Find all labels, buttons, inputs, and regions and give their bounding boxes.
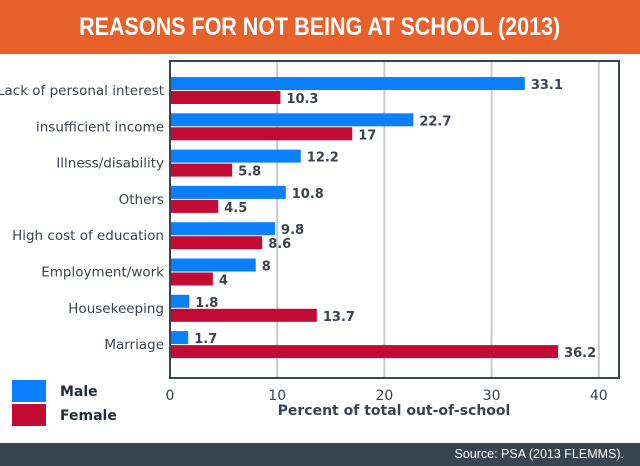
x-tick-40: 40	[590, 388, 608, 404]
x-tick-30: 30	[483, 388, 501, 404]
bar-female-6	[170, 308, 317, 322]
bar-female-4	[170, 236, 263, 250]
chart-title: REASONS FOR NOT BEING AT SCHOOL (2013)	[79, 12, 561, 41]
x-tick-labels: 0 10 20 30 40	[166, 388, 608, 404]
value-label-female-6: 13.7	[323, 310, 355, 325]
value-label-female-2: 5.8	[238, 165, 261, 180]
legend: Male Female	[12, 380, 117, 426]
category-label-7: Marriage	[104, 337, 164, 353]
x-tick-10: 10	[268, 388, 286, 404]
value-label-male-0: 33.1	[531, 78, 563, 93]
value-label-male-5: 8	[262, 260, 271, 275]
legend-swatch-female	[12, 404, 46, 426]
value-label-female-1: 17	[358, 128, 376, 143]
bar-male-1	[170, 113, 414, 127]
value-label-male-2: 12.2	[307, 151, 339, 166]
category-label-3: Others	[119, 192, 164, 208]
legend-swatch-male	[12, 380, 46, 402]
value-label-female-7: 36.2	[564, 346, 596, 361]
bars	[170, 77, 559, 359]
bar-male-2	[170, 149, 301, 163]
value-label-female-0: 10.3	[286, 92, 318, 107]
category-label-2: Illness/disability	[56, 156, 164, 172]
plot-frame	[169, 60, 620, 379]
x-tick-0: 0	[166, 388, 175, 404]
legend-label-male: Male	[60, 384, 98, 400]
value-label-male-4: 9.8	[281, 223, 304, 238]
value-label-female-4: 8.6	[268, 237, 291, 252]
value-label-female-3: 4.5	[224, 201, 247, 216]
bar-female-2	[170, 163, 233, 177]
bar-male-0	[170, 77, 525, 90]
value-label-male-6: 1.8	[195, 296, 218, 311]
category-labels: Lack of personal interest insufficient in…	[0, 83, 164, 353]
bar-female-5	[170, 272, 213, 286]
category-label-4: High cost of education	[12, 228, 164, 244]
bar-female-1	[170, 127, 353, 141]
bar-female-3	[170, 199, 219, 213]
gridlines	[276, 61, 600, 378]
value-label-male-1: 22.7	[419, 114, 451, 129]
category-label-5: Employment/work	[41, 265, 164, 281]
x-tick-20: 20	[375, 388, 393, 404]
value-label-female-5: 4	[219, 274, 228, 289]
value-label-male-3: 10.8	[292, 187, 324, 202]
bar-male-6	[170, 294, 190, 308]
bar-male-5	[170, 258, 256, 272]
category-label-6: Housekeeping	[68, 301, 164, 317]
bar-male-4	[170, 222, 276, 236]
category-label-1: insufficient income	[36, 119, 164, 135]
value-label-male-7: 1.7	[194, 332, 217, 347]
footer: Source: PSA (2013 FLEMMS).	[0, 443, 640, 466]
source-note: Source: PSA (2013 FLEMMS).	[454, 447, 624, 461]
bar-male-7	[170, 331, 189, 345]
bar-female-0	[170, 91, 281, 104]
title-bar: REASONS FOR NOT BEING AT SCHOOL (2013)	[0, 0, 640, 54]
category-label-0: Lack of personal interest	[0, 83, 164, 99]
x-axis-title: Percent of total out-of-school	[278, 403, 511, 419]
value-labels: 33.1 10.3 22.7 17 12.2 5.8 10.8 4.5 9.88.6 8 41.8 1…	[194, 78, 596, 361]
legend-label-female: Female	[60, 408, 117, 424]
bar-male-3	[170, 185, 286, 199]
bar-female-7	[170, 345, 559, 359]
plot-border	[169, 60, 620, 379]
